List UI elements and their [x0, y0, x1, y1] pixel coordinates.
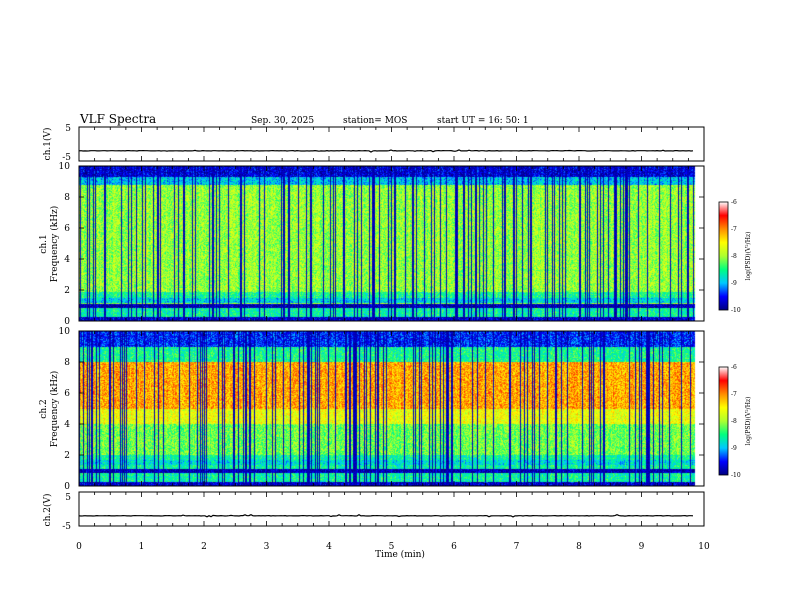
ch1-colorbar: -6 -7 -8 -9 -10 log(PSD)(V²/Hz): [718, 199, 752, 314]
ch2-colorbar: -6 -7 -8 -9 -10 log(PSD)(V²/Hz): [718, 364, 752, 479]
ch1-colorbar-gradient: [718, 201, 729, 311]
x-axis-label: Time (min): [375, 549, 425, 560]
ch2-spectrogram-channel-label: ch.2: [39, 399, 49, 418]
ch1-spectrogram-ylabel: Frequency (kHz): [49, 206, 60, 283]
ch2-spectrogram-ylabel: Frequency (kHz): [49, 371, 60, 448]
ch2-voltage-ytick-bottom: -5: [62, 522, 71, 532]
ch2-spectrogram-heatmap: [79, 331, 704, 486]
x-tick-label: 3: [264, 542, 270, 552]
ch2-spectrogram-ytick-labels: 0 2 4 6 8 10: [59, 327, 71, 492]
colorbar-tick-label: -6: [731, 199, 737, 206]
x-tick-label: 4: [326, 542, 332, 552]
y-tick-label: 6: [64, 389, 70, 399]
ch1-voltage-ticks: [78, 127, 705, 161]
start-ut-label: start UT = 16: 50: 1: [437, 116, 529, 126]
ch2-colorbar-label: log(PSD)(V²/Hz): [745, 397, 752, 446]
x-tick-label: 5: [389, 542, 395, 552]
colorbar-tick-label: -9: [731, 445, 737, 452]
ch1-spectrogram-ytick-labels: 0 2 4 6 8 10: [59, 162, 71, 327]
ch2-colorbar-gradient: [718, 366, 729, 476]
station-label: station= MOS: [343, 116, 407, 126]
ch2-voltage-ticks: [78, 492, 705, 526]
y-tick-label: 8: [64, 358, 70, 368]
ch1-voltage-ylabel: ch.1(V): [42, 128, 53, 161]
ch2-voltage-frame: [78, 491, 705, 527]
colorbar-tick-label: -10: [731, 472, 741, 479]
y-tick-label: 10: [59, 162, 71, 172]
date-label: Sep. 30, 2025: [251, 116, 314, 126]
colorbar-tick-label: -6: [731, 364, 737, 371]
ch2-spectrogram-ticks: [78, 330, 705, 487]
x-axis-tick-labels: 0 1 2 3 4 5 6 7 8 9 10: [76, 542, 710, 552]
y-tick-label: 4: [64, 255, 70, 265]
colorbar-tick-label: -7: [731, 391, 737, 398]
ch2-colorbar-tick-labels: -6 -7 -8 -9 -10: [731, 364, 741, 479]
y-tick-label: 10: [59, 327, 71, 337]
x-tick-label: 7: [514, 542, 520, 552]
x-tick-label: 9: [639, 542, 645, 552]
ch1-voltage-trace: [78, 149, 694, 153]
y-tick-label: 0: [64, 317, 70, 327]
x-tick-label: 1: [139, 542, 145, 552]
ch2-spectrogram-panel: 0 2 4 6 8 10 ch.2 Frequency (kHz): [39, 327, 705, 492]
x-tick-label: 0: [76, 542, 82, 552]
y-tick-label: 8: [64, 193, 70, 203]
x-tick-label: 2: [201, 542, 207, 552]
colorbar-tick-label: -8: [731, 418, 737, 425]
ch1-spectrogram-panel: 0 2 4 6 8 10 ch.1 Frequency (kHz): [39, 162, 705, 327]
colorbar-tick-label: -9: [731, 280, 737, 287]
ch2-voltage-panel: 5 -5 ch.2(V): [42, 491, 705, 532]
ch1-spectrogram-ticks: [78, 165, 705, 322]
x-tick-label: 6: [451, 542, 457, 552]
colorbar-tick-label: -10: [731, 307, 741, 314]
ch1-voltage-ytick-bottom: -5: [62, 153, 71, 163]
ch1-voltage-panel: 5 -5 ch.1(V): [42, 124, 705, 163]
ch1-colorbar-label: log(PSD)(V²/Hz): [745, 232, 752, 281]
ch2-voltage-trace: [78, 514, 694, 518]
colorbar-tick-label: -8: [731, 253, 737, 260]
x-tick-label: 10: [698, 542, 710, 552]
figure-title: VLF Spectra: [79, 112, 156, 126]
ch1-colorbar-tick-labels: -6 -7 -8 -9 -10: [731, 199, 741, 314]
colorbar-tick-label: -7: [731, 226, 737, 233]
ch1-spectrogram-channel-label: ch.1: [39, 234, 49, 253]
ch2-voltage-ytick-top: 5: [65, 493, 71, 503]
y-tick-label: 0: [64, 482, 70, 492]
ch2-voltage-ylabel: ch.2(V): [42, 494, 53, 527]
ch1-voltage-frame: [78, 126, 705, 162]
y-tick-label: 2: [64, 286, 70, 296]
y-tick-label: 2: [64, 451, 70, 461]
ch1-voltage-ytick-top: 5: [65, 124, 71, 134]
y-tick-label: 4: [64, 420, 70, 430]
y-tick-label: 6: [64, 224, 70, 234]
x-tick-label: 8: [576, 542, 582, 552]
ch1-spectrogram-heatmap: [79, 166, 704, 321]
